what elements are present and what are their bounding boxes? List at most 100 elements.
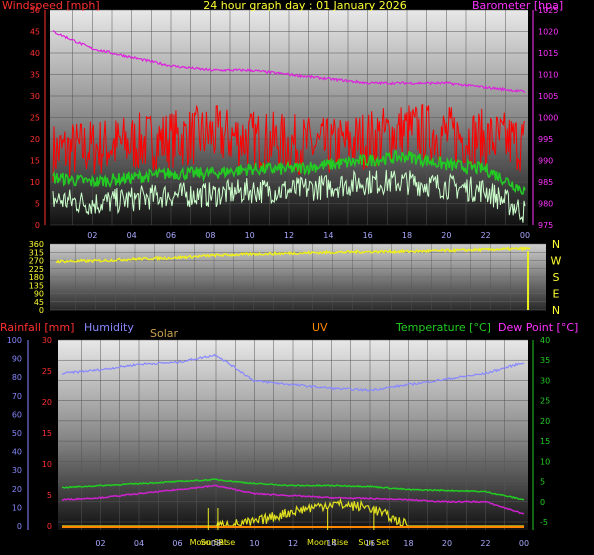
temp-line: [61, 478, 525, 501]
wind-low-line: [52, 169, 526, 223]
rain-tick-label: 10: [42, 460, 52, 469]
wind-x-tick: 08: [205, 231, 215, 240]
weather-x-tick: 16: [365, 539, 375, 548]
wind-avg-line: [52, 150, 526, 195]
temp-tick-label: 40: [540, 336, 550, 345]
baro-tick-label: 1020: [538, 28, 558, 37]
baro-tick-label: 1005: [538, 92, 558, 101]
humidity-tick-label: 100: [7, 336, 22, 345]
baro-tick-label: 985: [538, 178, 553, 187]
temp-label: Temperature [°C]: [395, 321, 491, 334]
weather-x-tick: 12: [288, 539, 298, 548]
rain-tick-label: 20: [42, 398, 52, 407]
humidity-tick-label: 10: [12, 503, 22, 512]
wind-axes: 0510152025303540455097598098599099510001…: [30, 6, 559, 240]
wind-tick-label: 40: [30, 49, 40, 58]
dir-tick-label: 270: [29, 257, 44, 266]
dew-line: [61, 484, 525, 515]
weather-x-tick: 14: [326, 539, 336, 548]
wind-x-tick: 02: [87, 231, 97, 240]
humidity-tick-label: 90: [12, 355, 22, 364]
humidity-tick-label: 60: [12, 410, 22, 419]
dew-label: Dew Point [°C]: [498, 321, 578, 334]
wind-x-tick: 20: [441, 231, 451, 240]
temp-tick-label: 10: [540, 457, 550, 466]
solar-label: Solar: [150, 327, 179, 340]
wind-tick-label: 5: [35, 200, 40, 209]
marker-label: Moon Set: [190, 538, 227, 547]
compass-label: W: [551, 255, 562, 268]
weather-x-tick: 06: [172, 539, 182, 548]
wind-x-tick: 10: [245, 231, 255, 240]
weather-x-tick: 20: [442, 539, 452, 548]
baro-tick-label: 1025: [538, 6, 558, 15]
wind-series: [52, 29, 526, 223]
rain-tick-label: 15: [42, 429, 52, 438]
wind-tick-label: 25: [30, 114, 40, 123]
rain-tick-label: 30: [42, 336, 52, 345]
weather-x-tick: 02: [95, 539, 105, 548]
weather-x-tick: 22: [480, 539, 490, 548]
baro-axis-title: Barometer [hpa]: [472, 0, 563, 12]
rain-tick-label: 25: [42, 367, 52, 376]
wind-x-tick: 00: [520, 231, 530, 240]
wind-axis-title: Windspeed [mph]: [2, 0, 100, 12]
temp-tick-label: 25: [540, 397, 550, 406]
wind-x-tick: 14: [323, 231, 333, 240]
baro-tick-label: 1000: [538, 114, 558, 123]
humidity-tick-label: 20: [12, 485, 22, 494]
dir-tick-label: 90: [34, 290, 44, 299]
humidity-tick-label: 0: [17, 522, 22, 531]
dir-tick-label: 315: [29, 248, 44, 257]
baro-line: [52, 29, 526, 93]
wind-x-tick: 22: [481, 231, 491, 240]
chart-title: 24 hour graph day : 01 January 2026: [203, 0, 407, 12]
wind-x-tick: 18: [402, 231, 412, 240]
weather-x-tick: 18: [403, 539, 413, 548]
weather-grid: [58, 339, 528, 530]
marker-label: Moon Rise: [307, 538, 348, 547]
weather-axes: -505101520253035400102030405060708090100…: [7, 336, 550, 548]
temp-tick-label: 0: [540, 498, 545, 507]
weather-x-tick: 00: [519, 539, 529, 548]
marker-label: Sun Rise: [201, 538, 236, 547]
rain-tick-label: 5: [47, 491, 52, 500]
dir-tick-label: 0: [39, 306, 44, 315]
baro-tick-label: 990: [538, 157, 553, 166]
baro-tick-label: 1015: [538, 49, 558, 58]
weather-x-tick: 04: [134, 539, 144, 548]
dir-series: [55, 246, 531, 310]
wind-tick-label: 10: [30, 178, 40, 187]
wind-x-tick: 16: [363, 231, 373, 240]
weather-x-tick: 10: [249, 539, 259, 548]
humidity-tick-label: 30: [12, 466, 22, 475]
wind-tick-label: 15: [30, 157, 40, 166]
uv-label: UV: [312, 321, 328, 334]
baro-tick-label: 995: [538, 135, 553, 144]
baro-tick-label: 975: [538, 221, 553, 230]
wind-x-tick: 06: [166, 231, 176, 240]
dir-tick-label: 135: [29, 281, 44, 290]
dir-tick-label: 180: [29, 273, 44, 282]
dir-tick-label: 225: [29, 265, 44, 274]
temp-tick-label: 20: [540, 417, 550, 426]
wind-tick-label: 45: [30, 28, 40, 37]
wind-tick-label: 30: [30, 92, 40, 101]
wind-tick-label: 35: [30, 71, 40, 80]
humidity-tick-label: 50: [12, 429, 22, 438]
wind-tick-label: 20: [30, 135, 40, 144]
marker-label: Sun Set: [358, 538, 389, 547]
compass-label: E: [553, 288, 560, 301]
humidity-tick-label: 40: [12, 448, 22, 457]
baro-tick-label: 980: [538, 200, 553, 209]
compass-label: N: [552, 304, 560, 317]
compass-label: N: [552, 238, 560, 251]
temp-tick-label: 35: [540, 356, 550, 365]
dir-line: [55, 246, 531, 264]
gust-line: [52, 104, 526, 183]
humidity-line: [61, 353, 525, 392]
baro-tick-label: 1010: [538, 71, 558, 80]
humidity-label: Humidity: [84, 321, 134, 334]
